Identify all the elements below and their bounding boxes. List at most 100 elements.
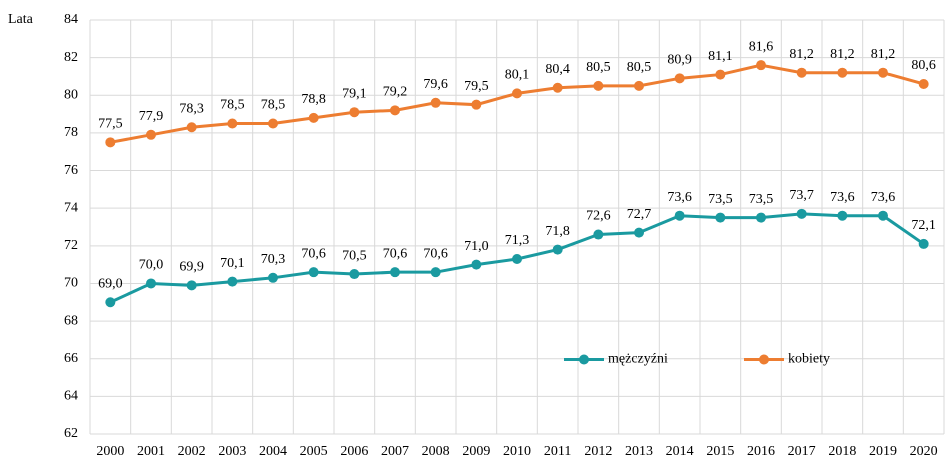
data-label: 69,9 [179,260,204,275]
data-point [268,118,278,129]
data-label: 71,0 [464,239,489,254]
data-point [918,238,929,249]
data-label: 71,8 [545,224,570,239]
data-point [715,212,726,223]
data-point [186,122,197,133]
y-tick-label: 64 [64,389,78,404]
data-point [471,259,482,270]
legend-marker [579,354,589,365]
data-label: 78,5 [220,98,245,113]
data-label: 73,5 [749,192,774,207]
x-tick-label: 2018 [828,444,856,459]
data-label: 81,2 [871,47,896,62]
data-label: 70,1 [220,256,245,271]
data-label: 79,1 [342,86,367,101]
data-label: 72,1 [911,218,936,233]
data-label: 81,2 [789,47,814,62]
data-point [512,253,522,264]
data-point [878,67,888,78]
data-label: 80,6 [911,58,936,73]
y-tick-label: 68 [64,313,78,328]
x-tick-label: 2017 [788,444,816,459]
data-label: 80,5 [586,60,611,75]
y-tick-label: 72 [64,238,78,253]
data-point [349,107,360,118]
data-point [756,212,766,223]
x-tick-label: 2002 [178,444,206,459]
data-label: 78,3 [179,101,204,116]
data-point [593,229,604,240]
data-label: 81,1 [708,49,733,64]
data-point [186,280,197,291]
x-tick-label: 2016 [747,444,775,459]
x-tick-label: 2015 [706,444,734,459]
data-point [268,272,278,283]
data-label: 71,3 [505,233,530,248]
data-point [634,227,644,238]
data-label: 80,1 [505,68,530,83]
x-tick-label: 2005 [300,444,328,459]
legend-label: mężczyźni [608,352,668,367]
y-tick-label: 84 [64,12,78,27]
x-tick-label: 2013 [625,444,653,459]
data-label: 80,4 [545,62,570,77]
data-label: 70,3 [261,252,286,267]
data-label: 79,5 [464,79,489,94]
data-label: 73,7 [789,188,814,203]
data-label: 73,5 [708,192,733,207]
x-tick-label: 2009 [462,444,490,459]
data-point [430,267,441,278]
data-label: 80,9 [667,53,692,68]
data-point [674,73,685,84]
data-label: 70,6 [423,246,448,261]
data-point [756,60,766,71]
data-label: 77,9 [139,109,164,124]
y-tick-label: 74 [64,200,78,215]
data-label: 72,6 [586,209,611,224]
x-tick-label: 2000 [96,444,124,459]
data-label: 70,6 [383,246,408,261]
y-axis-label: Lata [8,12,34,27]
data-label: 81,6 [749,39,774,54]
data-point [552,82,563,93]
data-point [471,99,482,110]
y-tick-label: 70 [64,276,78,291]
y-tick-label: 80 [64,87,78,102]
x-tick-label: 2008 [422,444,450,459]
data-label: 79,6 [423,77,448,92]
x-tick-label: 2011 [544,444,571,459]
x-tick-label: 2006 [340,444,368,459]
legend-marker [759,354,769,365]
x-tick-label: 2004 [259,444,287,459]
x-tick-label: 2019 [869,444,897,459]
data-point [390,267,400,278]
data-label: 78,5 [261,98,286,113]
data-label: 79,2 [383,85,408,100]
x-tick-label: 2001 [137,444,165,459]
data-label: 78,8 [301,92,326,107]
data-point [796,208,807,219]
data-point [674,210,685,221]
y-tick-label: 66 [64,351,78,366]
data-point [227,118,238,129]
data-point [390,105,400,116]
x-tick-label: 2012 [584,444,612,459]
data-point [430,97,441,108]
data-point [227,276,238,287]
data-point [796,67,807,78]
x-tick-label: 2014 [666,444,694,459]
data-point [308,267,319,278]
data-point [634,80,644,91]
data-label: 73,6 [871,190,896,205]
y-tick-label: 78 [64,125,78,140]
data-label: 70,0 [139,258,164,273]
data-point [593,80,604,91]
data-label: 69,0 [98,276,123,291]
data-label: 77,5 [98,117,123,132]
data-point [715,69,726,80]
data-label: 73,6 [830,190,855,205]
data-label: 73,6 [667,190,692,205]
data-point [878,210,888,221]
x-tick-label: 2003 [218,444,246,459]
data-label: 70,6 [301,246,326,261]
